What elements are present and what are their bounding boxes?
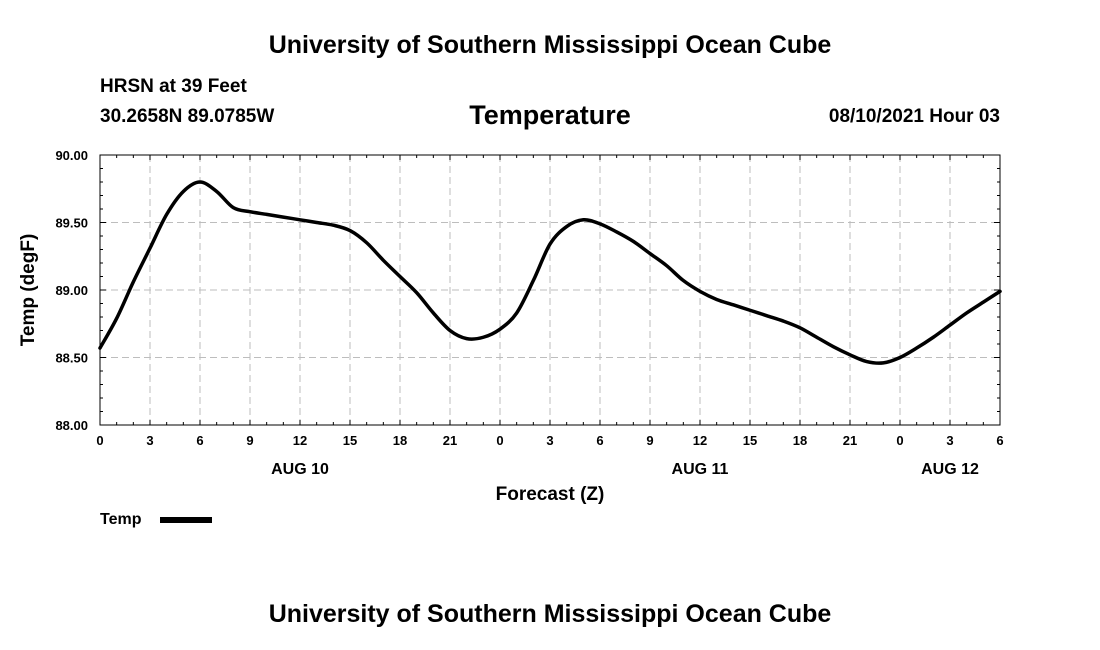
- x-tick-label: 12: [693, 433, 707, 448]
- datetime-label: 08/10/2021 Hour 03: [828, 106, 1000, 127]
- x-tick-label: 6: [196, 433, 203, 448]
- x-tick-label: 0: [896, 433, 903, 448]
- date-label: AUG 11: [672, 461, 729, 478]
- x-tick-label: 0: [496, 433, 503, 448]
- x-tick-label: 3: [146, 433, 153, 448]
- y-tick-label: 89.00: [55, 283, 88, 298]
- x-tick-label: 9: [246, 433, 253, 448]
- chart-super-title: University of Southern Mississippi Ocean…: [268, 31, 832, 59]
- x-tick-label: 0: [96, 433, 103, 448]
- coordinates-label: 30.2658N 89.0785W: [100, 106, 275, 127]
- x-tick-label: 21: [443, 433, 457, 448]
- x-tick-label: 6: [996, 433, 1003, 448]
- x-axis-title: Forecast (Z): [496, 484, 605, 505]
- x-tick-label: 3: [946, 433, 953, 448]
- y-tick-label: 90.00: [55, 148, 88, 163]
- legend-label-temp: Temp: [100, 511, 142, 528]
- x-tick-label: 9: [646, 433, 653, 448]
- x-tick-label: 15: [743, 433, 757, 448]
- series-layer: [98, 180, 1002, 365]
- x-tick-label: 15: [343, 433, 357, 448]
- y-tick-label: 88.00: [55, 418, 88, 433]
- y-tick-label: 88.50: [55, 351, 88, 366]
- chart-title: Temperature: [469, 100, 631, 130]
- legend: Temp: [100, 511, 212, 528]
- date-label: AUG 10: [271, 461, 329, 478]
- x-tick-label: 6: [596, 433, 603, 448]
- chart-footer-title: University of Southern Mississippi Ocean…: [268, 600, 832, 628]
- y-axis-title: Temp (degF): [18, 234, 39, 347]
- x-tick-label: 18: [793, 433, 807, 448]
- grid-layer: [100, 155, 1000, 425]
- ticks-layer: 0 3 6 9 12 15 18 21 0 3 6 9 12 15 18 21 0 3 6 88.00 88.50 89.…: [55, 148, 1003, 478]
- x-tick-label: 3: [546, 433, 553, 448]
- station-label: HRSN at 39 Feet: [100, 76, 247, 97]
- y-tick-label: 89.50: [55, 216, 88, 231]
- x-tick-label: 21: [843, 433, 857, 448]
- x-tick-label: 12: [293, 433, 307, 448]
- x-tick-label: 18: [393, 433, 407, 448]
- series-line-temp: [98, 180, 1002, 365]
- date-label: AUG 12: [921, 461, 979, 478]
